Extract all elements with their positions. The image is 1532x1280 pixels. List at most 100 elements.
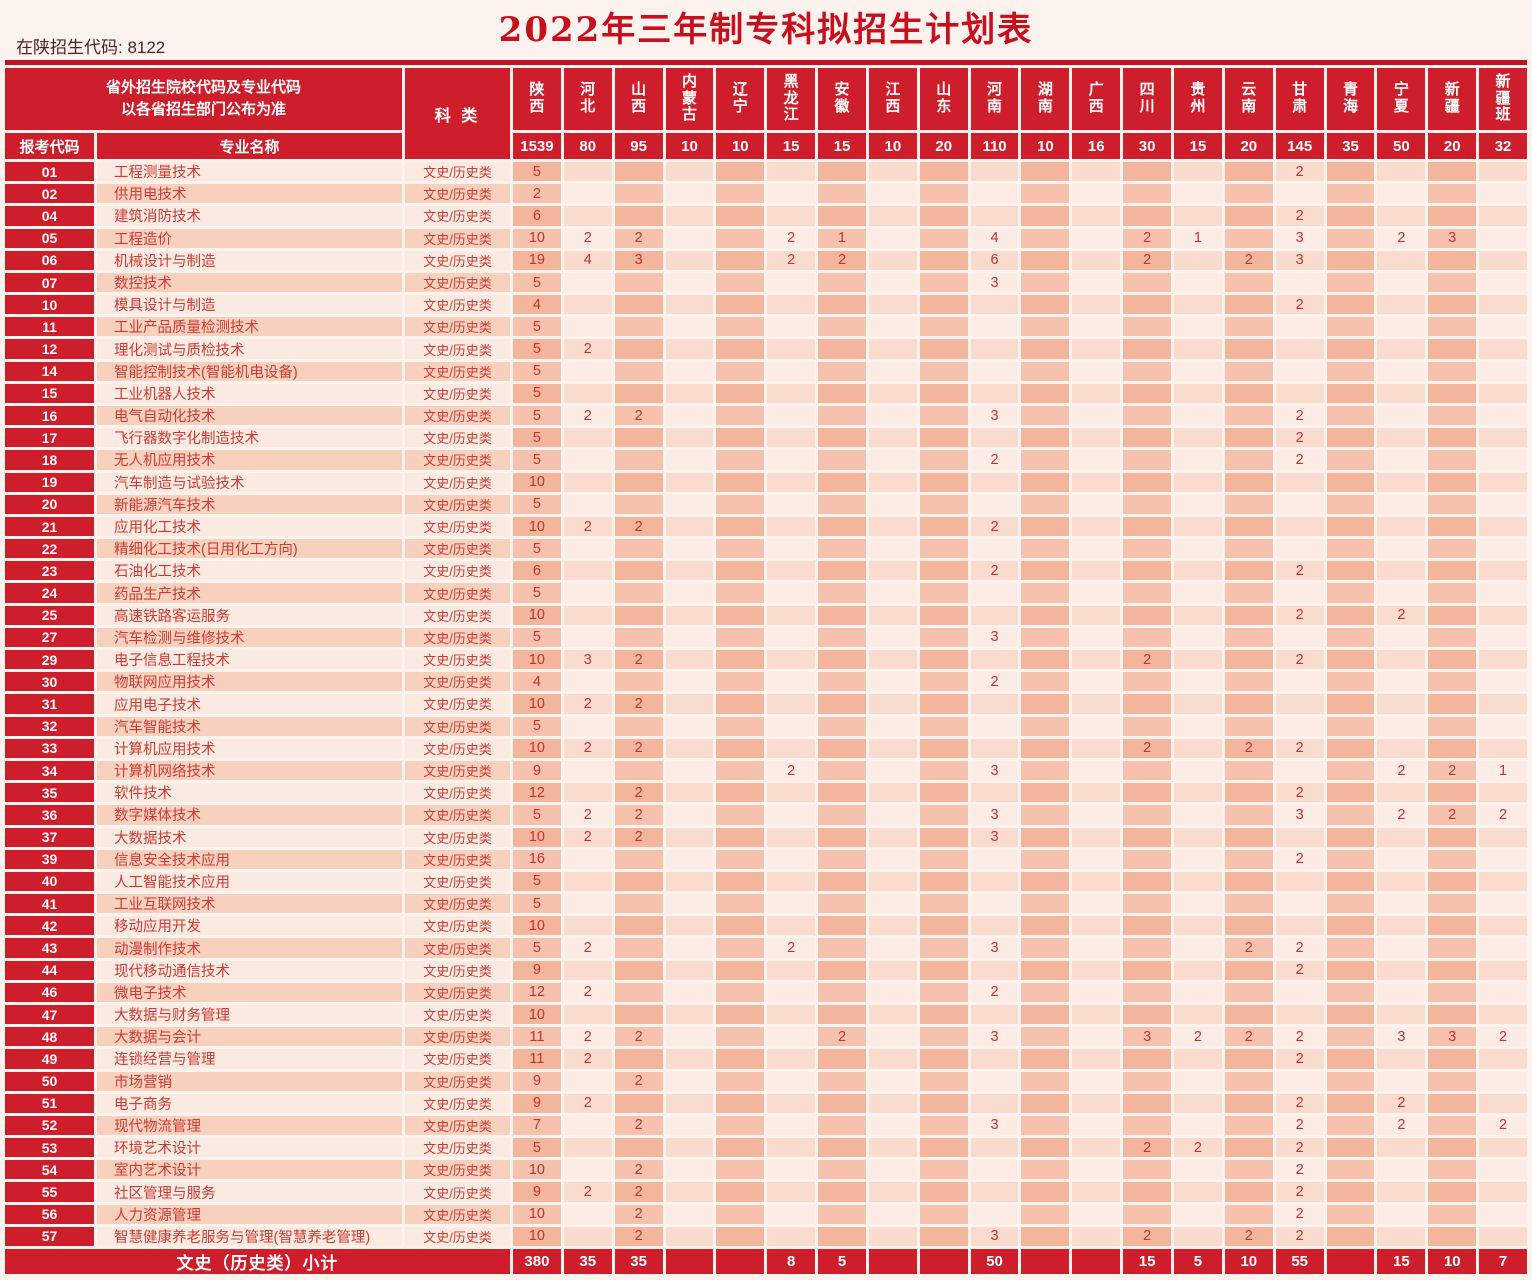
cell-value xyxy=(1072,1093,1121,1113)
cell-value xyxy=(1326,472,1375,492)
cell-value xyxy=(1479,383,1527,404)
cell-value xyxy=(1326,317,1375,337)
cell-value xyxy=(1123,450,1172,470)
cell-value xyxy=(919,1004,968,1025)
row-code: 52 xyxy=(5,1115,94,1136)
cell-value xyxy=(1428,317,1477,337)
cell-value xyxy=(1123,716,1172,736)
cell-value xyxy=(614,383,663,404)
cell-value xyxy=(1123,1204,1172,1224)
cell-value xyxy=(1428,982,1477,1002)
cell-value xyxy=(1174,539,1222,559)
cell-value: 3 xyxy=(970,760,1019,781)
cell-value xyxy=(919,783,968,803)
cell-value xyxy=(665,317,714,337)
row-code: 14 xyxy=(5,361,94,381)
cell-value xyxy=(868,494,917,514)
cell-value xyxy=(818,406,866,426)
cell-value: 2 xyxy=(1479,1027,1527,1047)
row-subject: 文史/历史类 xyxy=(405,783,510,803)
cell-value xyxy=(614,1093,663,1113)
cell-value xyxy=(919,1182,968,1202)
cell-value xyxy=(1123,805,1172,825)
cell-value xyxy=(614,1138,663,1158)
row-subject: 文史/历史类 xyxy=(405,272,510,293)
cell-value xyxy=(1326,605,1375,625)
cell-value xyxy=(1377,539,1426,559)
cell-value xyxy=(1174,361,1222,381)
row-subject: 文史/历史类 xyxy=(405,494,510,514)
cell-value xyxy=(1377,272,1426,293)
cell-value xyxy=(919,583,968,603)
table-top-border xyxy=(5,60,1527,65)
cell-value xyxy=(716,1093,765,1113)
cell-value xyxy=(665,1093,714,1113)
row-major: 汽车制造与试验技术 xyxy=(97,472,402,492)
cell-value xyxy=(1326,272,1375,293)
cell-value: 3 xyxy=(970,1027,1019,1047)
cell-value xyxy=(1428,1004,1477,1025)
cell-value xyxy=(563,783,612,803)
cell-value xyxy=(614,539,663,559)
cell-value xyxy=(1174,871,1222,892)
cell-value: 10 xyxy=(513,1226,561,1246)
cell-value xyxy=(1326,894,1375,914)
cell-value xyxy=(1326,184,1375,204)
cell-value xyxy=(868,339,917,359)
row-code: 36 xyxy=(5,805,94,825)
cell-value xyxy=(1428,871,1477,892)
cell-value xyxy=(1326,162,1375,182)
cell-value xyxy=(1377,716,1426,736)
cell-value xyxy=(919,871,968,892)
cell-value xyxy=(665,516,714,537)
cell-value xyxy=(1174,916,1222,936)
cell-value: 2 xyxy=(1428,760,1477,781)
cell-value xyxy=(1479,428,1527,448)
row-major: 数字媒体技术 xyxy=(97,805,402,825)
cell-value: 3 xyxy=(1377,1027,1426,1047)
cell-value xyxy=(1021,1049,1070,1069)
row-subject: 文史/历史类 xyxy=(405,250,510,270)
cell-value xyxy=(665,162,714,182)
header-province-20: 新 疆 班 xyxy=(1479,68,1527,130)
header-province-15: 云 南 xyxy=(1224,68,1273,130)
cell-value xyxy=(1021,295,1070,315)
cell-value xyxy=(1428,1093,1477,1113)
cell-value xyxy=(716,672,765,692)
cell-value xyxy=(1428,783,1477,803)
cell-value: 3 xyxy=(970,938,1019,958)
cell-value xyxy=(868,1226,917,1246)
cell-value: 2 xyxy=(614,1071,663,1091)
cell-value xyxy=(563,272,612,293)
cell-value xyxy=(1072,184,1121,204)
footer-subtotal-18: 15 xyxy=(1377,1249,1426,1274)
cell-value xyxy=(818,716,866,736)
cell-value xyxy=(1021,472,1070,492)
cell-value xyxy=(868,1182,917,1202)
cell-value xyxy=(1123,406,1172,426)
cell-value xyxy=(868,1204,917,1224)
cell-value xyxy=(1123,827,1172,847)
province-total-19: 20 xyxy=(1428,133,1477,159)
cell-value: 16 xyxy=(513,849,561,869)
cell-value xyxy=(1479,295,1527,315)
province-total-20: 32 xyxy=(1479,133,1527,159)
cell-value xyxy=(767,849,816,869)
cell-value xyxy=(1224,650,1273,670)
cell-value xyxy=(665,982,714,1002)
cell-value xyxy=(716,1004,765,1025)
cell-value xyxy=(970,295,1019,315)
cell-value xyxy=(1224,1049,1273,1069)
cell-value: 3 xyxy=(970,406,1019,426)
cell-value xyxy=(970,583,1019,603)
cell-value xyxy=(818,494,866,514)
cell-value xyxy=(1123,295,1172,315)
cell-value xyxy=(1377,494,1426,514)
cell-value xyxy=(1021,805,1070,825)
cell-value xyxy=(1377,450,1426,470)
cell-value xyxy=(868,162,917,182)
cell-value xyxy=(1428,1138,1477,1158)
cell-value xyxy=(767,206,816,226)
cell-value xyxy=(1377,339,1426,359)
cell-value xyxy=(970,916,1019,936)
